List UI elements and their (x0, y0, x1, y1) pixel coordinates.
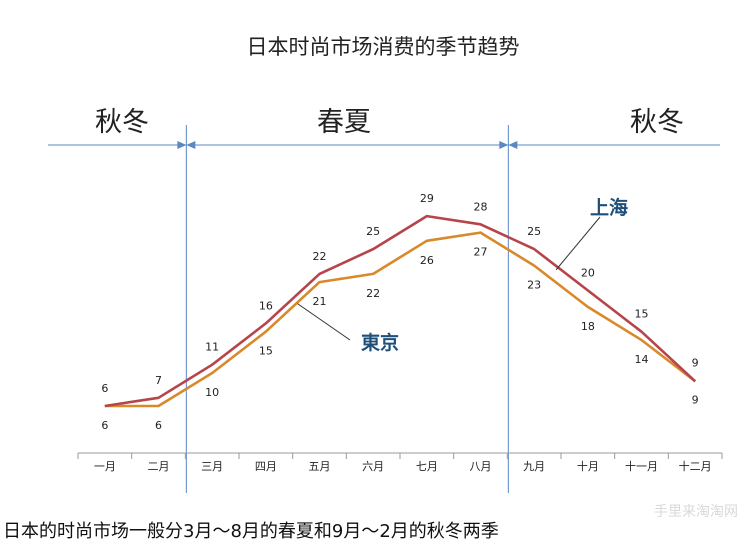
data-label: 7 (155, 374, 162, 387)
data-label: 6 (155, 419, 162, 432)
season-arrowhead (508, 141, 518, 149)
series-name-label: 上海 (590, 196, 628, 219)
x-tick-label: 十月 (577, 459, 599, 473)
data-label: 9 (692, 393, 699, 406)
data-label: 21 (313, 295, 327, 308)
series-callout-leader (297, 303, 351, 341)
season-band-layer: 秋冬 春夏 秋冬 (48, 107, 720, 493)
x-tick-label: 八月 (470, 460, 492, 473)
season-arrowhead (186, 141, 196, 149)
x-tick-label: 三月 (201, 460, 223, 473)
data-label: 28 (474, 200, 488, 213)
season-arrowhead (177, 141, 187, 149)
chart-caption: 日本的时尚市场一般分3月～8月的春夏和9月～2月的秋冬两季 (3, 521, 499, 542)
data-label: 15 (635, 308, 649, 321)
x-tick-label: 十一月 (625, 459, 658, 473)
chart-title: 日本时尚市场消费的季节趋势 (247, 35, 520, 59)
data-label-layer: 6 7 11 16 22 25 29 28 25 20 15 9 6 6 10 15 21 22 26 27 23 18 1… (101, 192, 698, 432)
data-label: 25 (527, 225, 541, 238)
x-tick-label: 二月 (148, 460, 170, 473)
data-label: 22 (313, 250, 327, 263)
data-label: 9 (692, 356, 699, 369)
data-label: 23 (527, 279, 541, 292)
data-label: 25 (366, 225, 380, 238)
data-label: 22 (366, 287, 380, 300)
data-label: 18 (581, 320, 595, 333)
data-label: 20 (581, 266, 595, 279)
x-tick-label: 七月 (416, 460, 438, 473)
season-arrowhead (499, 141, 509, 149)
season-label: 春夏 (317, 107, 371, 138)
series-line-上海 (104, 214, 697, 408)
series-callout-leader (555, 216, 601, 271)
data-label: 10 (205, 386, 219, 399)
data-label: 16 (259, 299, 273, 312)
x-tick-label: 一月 (94, 460, 116, 473)
data-label: 15 (259, 345, 273, 358)
data-label: 29 (420, 192, 434, 205)
data-label: 11 (205, 341, 219, 354)
x-axis: 一月 二月 三月 四月 五月 六月 七月 八月 九月 十月 十一月 十二月 (77, 452, 723, 473)
data-label: 6 (101, 419, 108, 432)
series-name-label: 東京 (361, 331, 399, 354)
season-label: 秋冬 (95, 107, 149, 138)
x-tick-label: 九月 (523, 460, 545, 473)
data-label: 14 (635, 353, 649, 366)
watermark-text: 手里来淘淘网 (654, 504, 738, 520)
season-label: 秋冬 (630, 107, 684, 138)
x-tick-label: 四月 (255, 460, 277, 473)
x-tick-label: 六月 (362, 460, 384, 473)
series-layer (104, 214, 697, 408)
data-label: 27 (474, 246, 488, 259)
x-tick-label: 十二月 (679, 459, 712, 473)
x-tick-label: 五月 (309, 460, 331, 473)
series-line-東京 (104, 231, 696, 408)
data-label: 6 (101, 382, 108, 395)
data-label: 26 (420, 254, 434, 267)
